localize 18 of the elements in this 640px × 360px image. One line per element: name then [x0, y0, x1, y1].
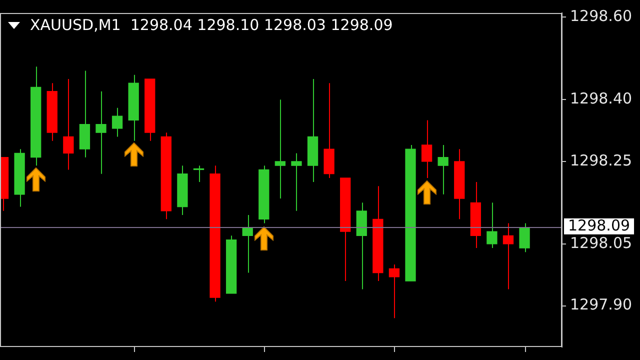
candlestick — [519, 222, 530, 253]
candlestick — [63, 78, 74, 170]
y-tick-label: 1298.05 — [570, 234, 632, 252]
ref-line-label: 1298.09 — [568, 216, 630, 234]
candlestick — [112, 107, 123, 138]
candlestick — [438, 144, 448, 195]
y-tick-label: 1298.25 — [570, 151, 632, 170]
chart-title: XAUUSD,M1 1298.04 1298.10 1298.03 1298.09 — [30, 16, 393, 34]
candlestick — [388, 264, 400, 319]
candlestick — [96, 90, 106, 174]
candlestick — [421, 120, 432, 178]
candlestick — [486, 202, 498, 249]
candlestick — [291, 152, 302, 212]
y-tick-label: 1298.60 — [570, 7, 632, 26]
y-tick-label: 1297.90 — [570, 296, 632, 314]
candlestick — [274, 99, 286, 200]
candlestick — [502, 222, 514, 290]
y-tick-label: 1298.40 — [570, 89, 632, 108]
